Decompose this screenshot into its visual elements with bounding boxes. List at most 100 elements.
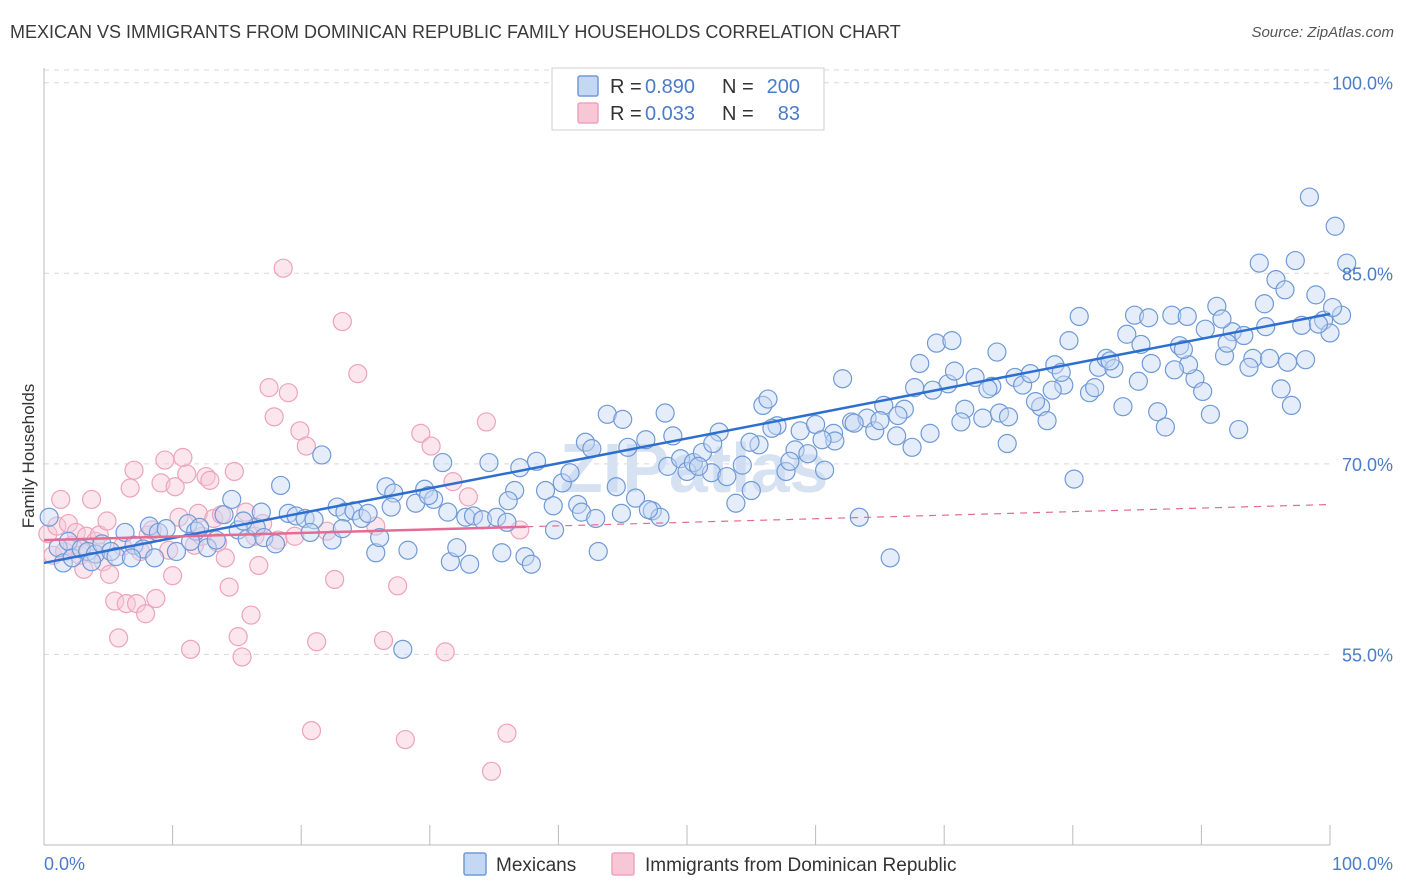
- mexicans-point: [1177, 306, 1197, 327]
- mexicans-point: [625, 488, 646, 508]
- dominican-trend-extension: [526, 503, 1331, 528]
- mexicans-point: [833, 369, 853, 389]
- legend-n-label: N =: [722, 103, 754, 125]
- mexicans-point: [121, 548, 142, 568]
- mexicans-point: [1139, 308, 1159, 328]
- mexicans-point: [910, 353, 930, 374]
- legend-swatch-dominican: [577, 102, 599, 124]
- mexicans-point: [510, 458, 530, 478]
- mexicans-point: [271, 475, 291, 496]
- dominican-point: [458, 487, 478, 507]
- mexicans-point: [535, 480, 556, 501]
- dominican-point: [81, 489, 102, 510]
- mexicans-point: [758, 389, 778, 409]
- mexicans-point: [1085, 378, 1105, 398]
- mexicans-point: [732, 455, 752, 475]
- dominican-point: [163, 566, 183, 586]
- bottom-legend-swatch-dominican: [611, 852, 635, 876]
- mexicans-point: [1281, 395, 1302, 416]
- dominican-point: [105, 591, 125, 611]
- mexicans-point: [456, 507, 476, 527]
- dominican-point: [296, 436, 316, 456]
- mexicans-point: [1064, 469, 1084, 489]
- dominican-point: [278, 383, 298, 403]
- mexicans-point: [156, 519, 176, 539]
- mexicans-point: [1306, 285, 1326, 305]
- mexicans-point: [1117, 324, 1137, 344]
- mexicans-point: [951, 412, 971, 432]
- x-tick-label-max: 100.0%: [1332, 854, 1393, 874]
- dominican-point: [497, 723, 517, 743]
- dominican-point: [232, 647, 252, 667]
- dominican-point: [264, 407, 284, 427]
- mexicans-point: [1229, 419, 1249, 440]
- mexicans-point: [1271, 379, 1291, 399]
- dominican-point: [348, 364, 368, 384]
- mexicans-point: [1249, 253, 1269, 273]
- mexicans-point: [798, 444, 818, 464]
- mexicans-point: [352, 508, 372, 529]
- mexicans-point: [865, 421, 885, 441]
- dominican-point: [165, 477, 185, 497]
- mexicans-point: [1299, 187, 1320, 207]
- mexicans-point: [1254, 294, 1275, 314]
- dominican-point: [99, 564, 120, 584]
- dominican-point: [135, 604, 156, 624]
- mexicans-point: [902, 437, 922, 457]
- dominican-point: [228, 627, 248, 647]
- mexicans-point: [586, 508, 606, 529]
- legend-n-value: 83: [778, 103, 800, 125]
- mexicans-point: [815, 460, 835, 480]
- mexicans-point: [144, 548, 165, 568]
- mexicans-point: [618, 437, 638, 457]
- mexicans-point: [998, 407, 1019, 427]
- mexicans-point: [398, 540, 418, 560]
- mexicans-point: [955, 399, 975, 419]
- y-tick-label: 70.0%: [1342, 455, 1393, 475]
- dominican-point: [219, 577, 239, 597]
- mexicans-point: [1124, 305, 1145, 325]
- y-axis-title: Family Households: [19, 384, 38, 529]
- grid-lines: [44, 69, 1330, 655]
- dominican-point: [301, 721, 322, 741]
- mexicans-point: [166, 541, 187, 562]
- mexicans-point: [1207, 296, 1227, 316]
- mexicans-point: [688, 456, 709, 476]
- dominican-point: [273, 258, 293, 278]
- mexicans-point: [1141, 353, 1161, 374]
- mexicans-point: [1031, 397, 1051, 417]
- mexicans-point: [544, 520, 565, 540]
- mexicans-point: [358, 503, 378, 524]
- mexicans-point: [460, 554, 480, 574]
- mexicans-point: [944, 361, 965, 381]
- legend-swatch-mexicans: [577, 75, 599, 97]
- dominican-point: [388, 576, 408, 596]
- y-tick-label: 85.0%: [1342, 264, 1393, 284]
- mexicans-point: [39, 507, 59, 527]
- mexicans-point: [888, 405, 908, 426]
- mexicans-point: [870, 411, 890, 431]
- mexicans-point: [265, 534, 286, 554]
- dominican-point: [155, 450, 175, 470]
- mexicans-trend-line: [43, 312, 1331, 565]
- mexicans-point: [433, 452, 453, 473]
- mexicans-point: [785, 440, 805, 460]
- mexicans-point: [1042, 380, 1062, 400]
- mexicans-point: [1025, 391, 1046, 412]
- dominican-point: [120, 478, 140, 498]
- bottom-legend: Mexicans Immigrants from Dominican Repub…: [463, 852, 957, 876]
- mexicans-point: [741, 480, 761, 501]
- mexicans-point: [844, 413, 864, 433]
- mexicans-point: [611, 503, 632, 524]
- mexicans-point: [1173, 339, 1193, 360]
- x-tick-label-min: 0.0%: [44, 854, 85, 874]
- dominican-point: [108, 628, 129, 648]
- dominican-point: [177, 464, 197, 484]
- mexicans-point: [942, 331, 962, 351]
- mexicans-point: [498, 491, 518, 511]
- mexicans-point: [776, 461, 796, 482]
- dominican-point: [435, 642, 455, 662]
- mexicans-point: [920, 423, 940, 443]
- mexicans-point: [1069, 306, 1089, 327]
- mexicans-point: [740, 432, 760, 452]
